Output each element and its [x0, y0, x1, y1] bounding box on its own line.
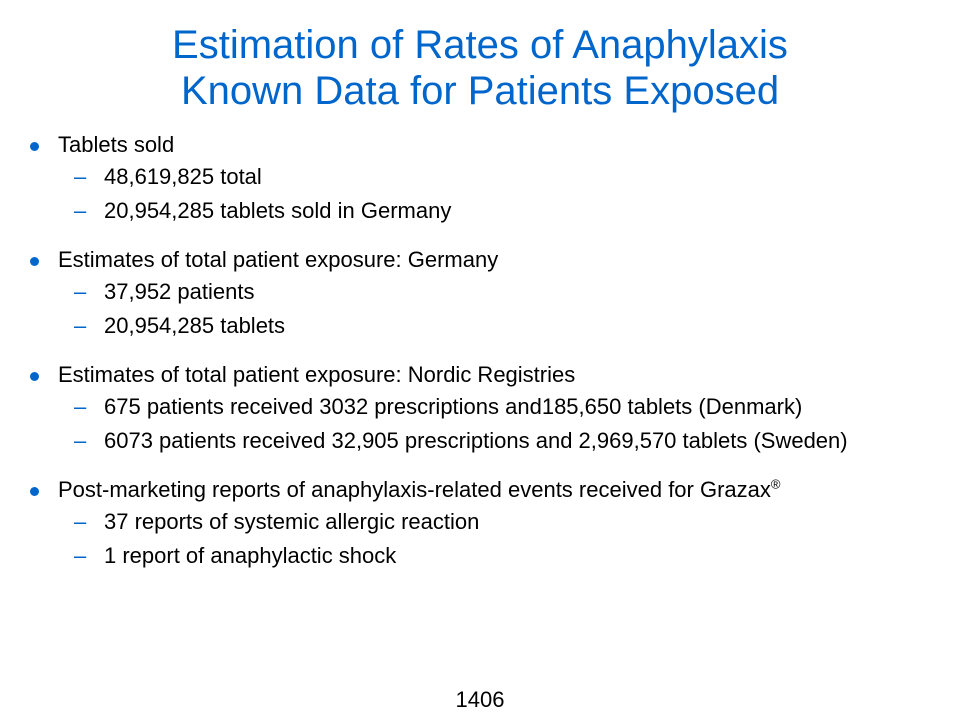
- registered-trademark: ®: [770, 476, 781, 492]
- bullet-text: Estimates of total patient exposure: Nor…: [58, 362, 576, 387]
- dash-icon: –: [74, 198, 87, 223]
- sub-bullet-list: – 37,952 patients – 20,954,285 tablets: [30, 279, 940, 338]
- sub-bullet-list: – 37 reports of systemic allergic reacti…: [30, 509, 940, 568]
- bullet-text: Tablets sold: [58, 132, 175, 157]
- bullet-text: Post-marketing reports of anaphylaxis-re…: [58, 477, 771, 502]
- sub-bullet-item: – 20,954,285 tablets sold in Germany: [30, 198, 940, 223]
- sub-bullet-item: – 1 report of anaphylactic shock: [30, 543, 940, 568]
- bullet-dot-icon: [30, 142, 39, 151]
- sub-bullet-text: 20,954,285 tablets: [104, 313, 286, 338]
- title-line-2: Known Data for Patients Exposed: [180, 69, 780, 113]
- sub-bullet-list: – 675 patients received 3032 prescriptio…: [30, 394, 940, 453]
- bullet-text: Estimates of total patient exposure: Ger…: [58, 247, 499, 272]
- sub-bullet-item: – 6073 patients received 32,905 prescrip…: [30, 428, 940, 453]
- bullet-section-germany-exposure: Estimates of total patient exposure: Ger…: [30, 245, 940, 338]
- sub-bullet-text: 675 patients received 3032 prescriptions…: [104, 394, 803, 419]
- dash-icon: –: [74, 279, 87, 304]
- sub-bullet-item: – 37 reports of systemic allergic reacti…: [30, 509, 940, 534]
- dash-icon: –: [74, 164, 87, 189]
- dash-icon: –: [74, 509, 87, 534]
- sub-bullet-text: 20,954,285 tablets sold in Germany: [104, 198, 452, 223]
- dash-icon: –: [74, 543, 87, 568]
- dash-icon: –: [74, 313, 87, 338]
- bullet-list: Tablets sold – 48,619,825 total – 20,954…: [30, 130, 940, 568]
- sub-bullet-text: 6073 patients received 32,905 prescripti…: [104, 428, 848, 453]
- dash-icon: –: [74, 428, 87, 453]
- sub-bullet-text: 37,952 patients: [104, 279, 255, 304]
- slide-title: Estimation of Rates of Anaphylaxis Known…: [0, 22, 960, 114]
- dash-icon: –: [74, 394, 87, 419]
- title-line-1: Estimation of Rates of Anaphylaxis: [172, 23, 788, 67]
- sub-bullet-item: – 37,952 patients: [30, 279, 940, 304]
- sub-bullet-item: – 675 patients received 3032 prescriptio…: [30, 394, 940, 419]
- bullet-item: Estimates of total patient exposure: Nor…: [30, 360, 940, 390]
- bullet-section-nordic-exposure: Estimates of total patient exposure: Nor…: [30, 360, 940, 453]
- sub-bullet-list: – 48,619,825 total – 20,954,285 tablets …: [30, 164, 940, 223]
- sub-bullet-text: 1 report of anaphylactic shock: [104, 543, 397, 568]
- page-number: 1406: [455, 687, 505, 712]
- bullet-dot-icon: [30, 372, 39, 381]
- bullet-item: Post-marketing reports of anaphylaxis-re…: [30, 475, 940, 505]
- sub-bullet-item: – 48,619,825 total: [30, 164, 940, 189]
- bullet-section-postmarketing-reports: Post-marketing reports of anaphylaxis-re…: [30, 475, 940, 568]
- bullet-dot-icon: [30, 257, 39, 266]
- bullet-section-tablets-sold: Tablets sold – 48,619,825 total – 20,954…: [30, 130, 940, 223]
- bullet-item: Estimates of total patient exposure: Ger…: [30, 245, 940, 275]
- bullet-item: Tablets sold: [30, 130, 940, 160]
- sub-bullet-item: – 20,954,285 tablets: [30, 313, 940, 338]
- sub-bullet-text: 37 reports of systemic allergic reaction: [104, 509, 480, 534]
- sub-bullet-text: 48,619,825 total: [104, 164, 262, 189]
- bullet-dot-icon: [30, 487, 39, 496]
